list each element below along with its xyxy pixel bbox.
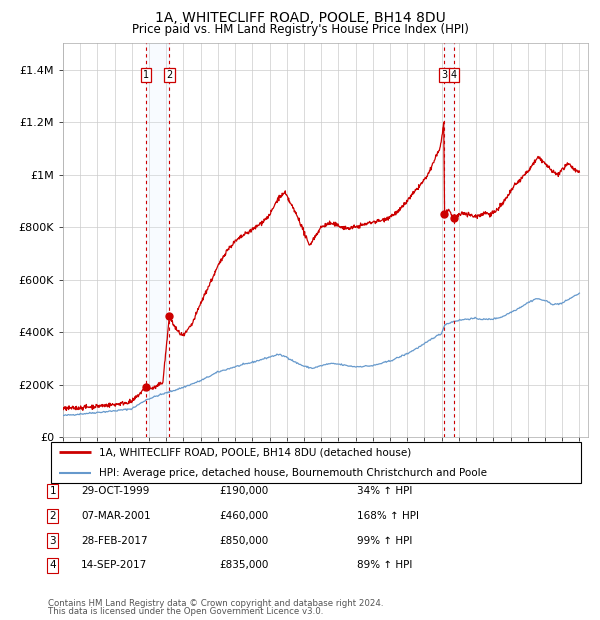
Text: 1: 1 [49,486,56,496]
Text: 99% ↑ HPI: 99% ↑ HPI [357,536,412,546]
Text: Contains HM Land Registry data © Crown copyright and database right 2024.: Contains HM Land Registry data © Crown c… [48,598,383,608]
Text: This data is licensed under the Open Government Licence v3.0.: This data is licensed under the Open Gov… [48,607,323,616]
Text: £460,000: £460,000 [219,511,268,521]
Text: HPI: Average price, detached house, Bournemouth Christchurch and Poole: HPI: Average price, detached house, Bour… [99,467,487,478]
Text: 14-SEP-2017: 14-SEP-2017 [81,560,147,570]
Text: £835,000: £835,000 [219,560,268,570]
Text: 1A, WHITECLIFF ROAD, POOLE, BH14 8DU (detached house): 1A, WHITECLIFF ROAD, POOLE, BH14 8DU (de… [99,447,411,458]
Text: 1A, WHITECLIFF ROAD, POOLE, BH14 8DU: 1A, WHITECLIFF ROAD, POOLE, BH14 8DU [155,11,445,25]
Text: 89% ↑ HPI: 89% ↑ HPI [357,560,412,570]
Text: 2: 2 [166,70,173,80]
Text: 34% ↑ HPI: 34% ↑ HPI [357,486,412,496]
Text: 2: 2 [49,511,56,521]
Bar [445,43,454,437]
Text: 168% ↑ HPI: 168% ↑ HPI [357,511,419,521]
Text: 3: 3 [49,536,56,546]
Text: 29-OCT-1999: 29-OCT-1999 [81,486,149,496]
Text: 1: 1 [143,70,149,80]
Text: 4: 4 [49,560,56,570]
Text: 07-MAR-2001: 07-MAR-2001 [81,511,151,521]
Text: £190,000: £190,000 [219,486,268,496]
Text: 4: 4 [451,70,457,80]
Text: 28-FEB-2017: 28-FEB-2017 [81,536,148,546]
FancyBboxPatch shape [50,443,581,482]
Text: Price paid vs. HM Land Registry's House Price Index (HPI): Price paid vs. HM Land Registry's House … [131,23,469,36]
Bar [146,43,169,437]
Text: £850,000: £850,000 [219,536,268,546]
Text: 3: 3 [442,70,448,80]
